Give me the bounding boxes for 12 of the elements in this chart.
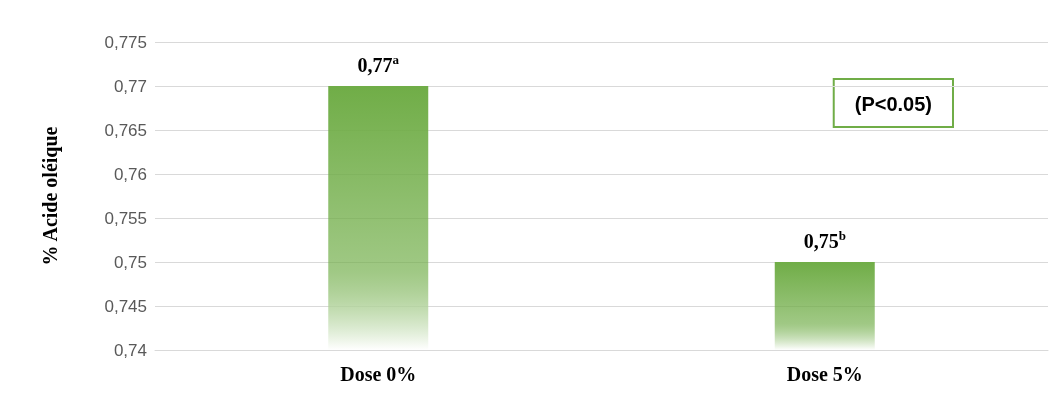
y-tick-label: 0,75 <box>113 252 147 272</box>
y-tick-label: 0,755 <box>104 208 147 228</box>
y-tick-label: 0,775 <box>104 32 147 52</box>
y-tick-label: 0,76 <box>113 164 147 184</box>
y-axis-title: % Acide oléique <box>39 126 62 266</box>
x-tick-label: Dose 5% <box>786 363 863 385</box>
y-tick-label: 0,74 <box>113 340 147 360</box>
x-tick-label: Dose 0% <box>340 363 417 385</box>
y-tick-label: 0,745 <box>104 296 147 316</box>
y-tick-label: 0,765 <box>104 120 147 140</box>
y-tick-label: 0,77 <box>113 76 147 96</box>
annotation: (P<0.05) <box>854 93 932 115</box>
